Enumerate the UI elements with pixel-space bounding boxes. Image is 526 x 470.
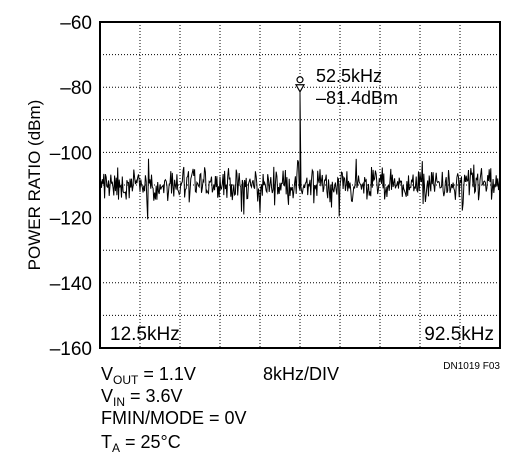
figure-id: DN1019 F03 [443,361,500,372]
condition-symbol: V [101,364,114,384]
y-tick-label: –120 [50,209,92,230]
peak-marker [294,76,306,93]
y-tick-label: –80 [60,78,92,99]
peak-marker-triangle [294,84,306,93]
condition-subscript: OUT [113,373,139,387]
condition-symbol: T [101,432,112,452]
condition-line: FMIN/MODE = 0V [101,408,247,429]
condition-value: = 1.1V [138,364,196,384]
x-min-label: 12.5kHz [110,324,180,345]
y-tick-label: –140 [50,274,92,295]
y-tick-label: –100 [50,143,92,164]
y-axis-label: POWER RATIO (dBm) [25,100,44,271]
peak-frequency-label: 52.5kHz [316,66,382,86]
peak-level-label: –81.4dBm [316,88,398,108]
x-max-label: 92.5kHz [424,324,494,345]
condition-line: TA = 25°C [101,432,181,459]
plot-frame [99,21,501,349]
condition-value: = 25°C [120,432,181,452]
condition-value: = 3.6V [125,386,183,406]
condition-line: VOUT = 1.1V [101,364,196,391]
condition-line: VIN = 3.6V [101,386,183,413]
spectrum-trace [99,91,501,220]
peak-marker-circle [296,76,304,84]
y-tick-label: –60 [60,13,92,34]
y-tick-label: –160 [50,339,92,360]
condition-subscript: A [112,441,121,455]
condition-symbol: FMIN/MODE = 0V [101,408,247,428]
x-axis-label: 8kHz/DIV [263,364,340,384]
condition-subscript: IN [113,395,126,409]
condition-symbol: V [101,386,114,406]
grid-lines [100,22,500,348]
y-tick-labels: –60 –80 –100 –120 –140 –160 [50,13,92,360]
